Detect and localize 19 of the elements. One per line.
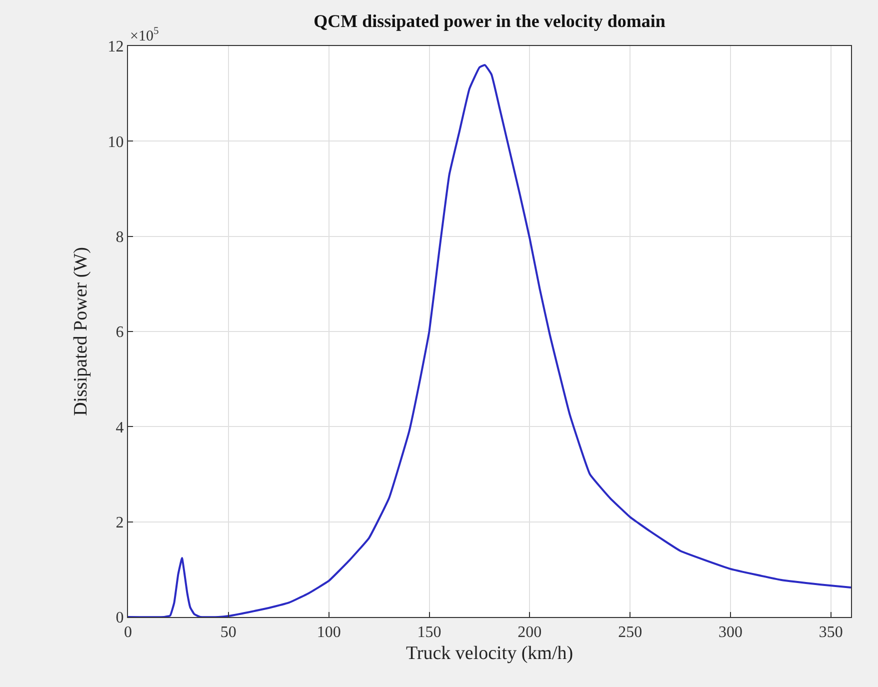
y-tick-label: 4	[116, 419, 124, 436]
x-axis-title: Truck velocity (km/h)	[406, 643, 574, 664]
x-tick-label: 50	[220, 624, 236, 642]
x-tick-label: 150	[417, 624, 442, 642]
chart-title: QCM dissipated power in the velocity domain	[314, 10, 666, 31]
y-tick-label: 2	[116, 514, 124, 532]
x-tick-label: 350	[818, 624, 843, 642]
y-tick-label: 0	[116, 610, 124, 627]
y-tick-label: 12	[108, 38, 124, 56]
x-tick-label: 300	[718, 624, 742, 642]
line-series	[128, 64, 851, 617]
text: ×10$^{5}$	[130, 26, 159, 44]
x-tick-label: 200	[518, 624, 542, 642]
y-tick-label: 8	[116, 228, 124, 246]
y-axis-title: Dissipated Power (W)	[70, 247, 92, 416]
y-tick-label: 6	[116, 324, 124, 342]
x-tick-label: 250	[618, 624, 642, 642]
y-tick-label: 10	[108, 134, 124, 151]
x-tick-label: 100	[316, 624, 341, 642]
